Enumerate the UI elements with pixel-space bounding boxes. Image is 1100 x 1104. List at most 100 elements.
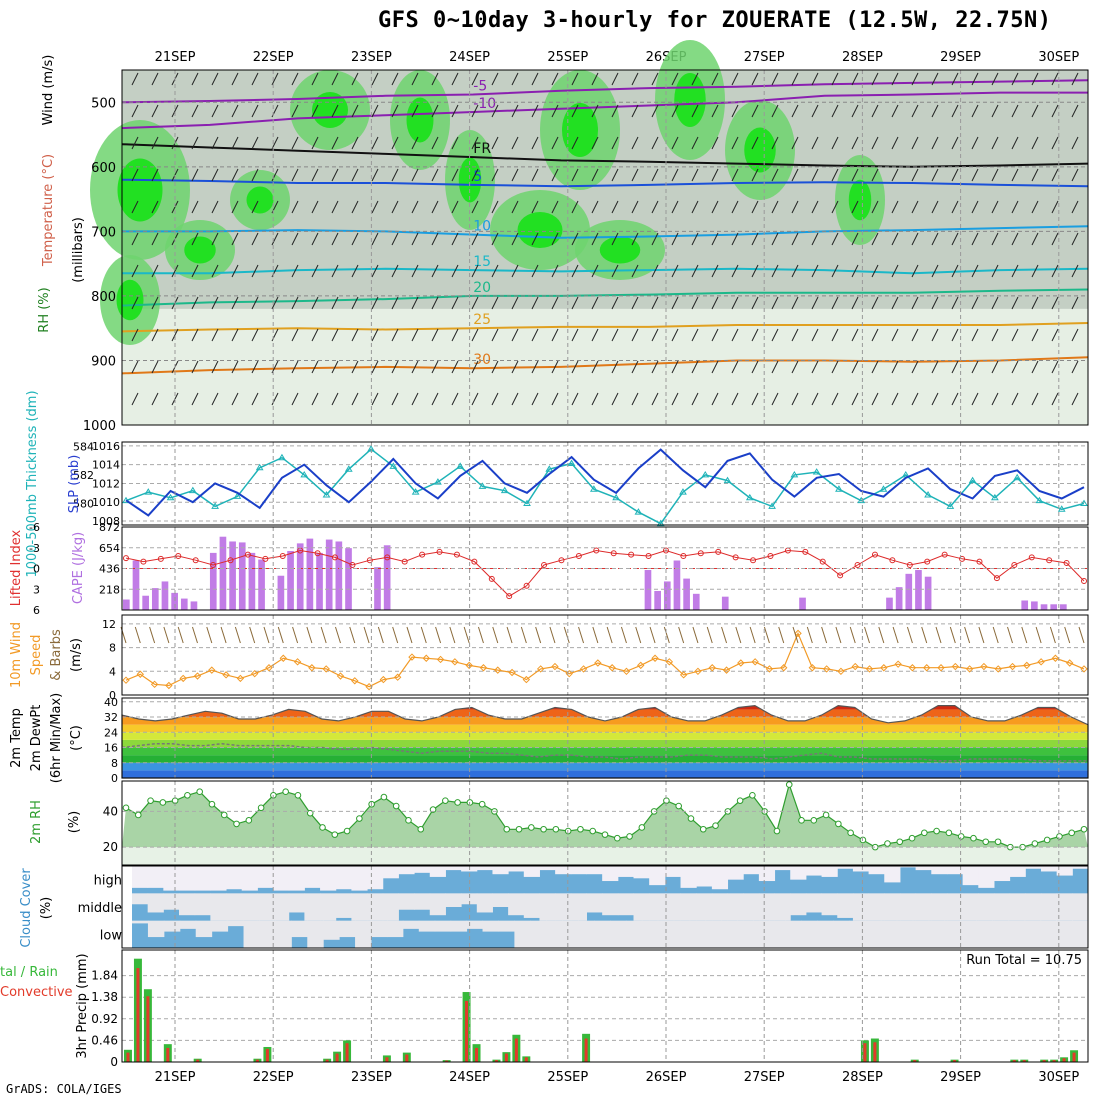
wind-barb [491,136,499,150]
lifted-index-point [854,562,861,569]
wind-barb [631,360,639,374]
cloud-clear-cell [492,866,509,875]
wind-barb [831,136,839,150]
cloud-clear-cell [852,893,870,921]
wind-barb [1051,264,1059,278]
lifted-index-point [210,562,217,569]
rh-tick: 20 [103,840,118,854]
lifted-index-point [697,550,704,557]
pressure-tick: 600 [91,161,116,176]
cloud-clear-cell [586,866,603,875]
rh-point [134,811,142,819]
wind-barb [491,360,499,374]
wind-barb-10m [935,626,942,644]
cloud-clear-cell [304,893,321,921]
cloud-clear-cell [210,893,227,921]
wind-barb [691,392,699,406]
cloud-clear-cell [523,866,540,877]
cloud-clear-cell [179,893,196,916]
lifted-index-point [837,572,844,579]
wind-barb [671,392,679,406]
rh-point [1068,829,1076,837]
rh-area [122,784,1088,848]
rh-very-high-area [116,279,144,321]
wind-barb-10m [134,626,141,644]
wind-barb [891,232,899,246]
wind-barb [451,200,459,214]
wind-barb [231,328,239,342]
wind-barb [1071,72,1079,86]
cloud-clear-cell [852,866,870,872]
thickness-point [523,499,531,507]
cloud-clear-cell [291,920,308,938]
wind-barb [211,72,219,86]
wind-barb-10m [392,626,399,644]
wind-barb [1071,104,1079,118]
wind-barb [451,136,459,150]
wind-barb [171,264,179,278]
cape-tick: 218 [99,583,120,596]
wind-barb [971,328,979,342]
wind-barb [331,296,339,310]
wind-barb-10m [578,626,585,644]
wind-barb [711,232,719,246]
wind-barb [471,360,479,374]
cloud-clear-cell [414,893,431,910]
lifted-index-point [471,558,478,565]
cloud-clear-cell [523,893,540,918]
wind-barb [331,328,339,342]
precip-convective-bar [345,1043,349,1062]
wind-barb-10m [792,626,799,644]
wind-barb [811,104,819,118]
wind-barb [611,296,619,310]
date-tick-bottom: 30SEP [1038,1070,1079,1085]
wind-barb [371,72,379,86]
wind-barb [351,232,359,246]
wind-barb [231,360,239,374]
lifted-index-point [732,554,739,561]
wind-barb [471,264,479,278]
wind-barb [731,104,739,118]
wind-barb [1031,104,1039,118]
wind-barb [711,360,719,374]
wind-barb-10m [220,626,227,644]
wind-speed-point [222,671,230,679]
cape-bar [277,575,285,610]
rh-point [294,791,302,799]
cloud-clear-cell [617,866,635,877]
wind-barb [1031,72,1039,86]
wind-barb [611,232,619,246]
wind-barb-10m [649,626,656,644]
rh-very-high-area [674,73,706,127]
cape-bar [721,596,729,610]
wind-barb [951,136,959,150]
cloud-clear-cell [476,866,493,871]
temp-tick: 8 [111,757,118,770]
cloud-clear-cell [445,893,462,907]
cloud-clear-cell [993,866,1011,882]
wind-barb-10m [821,626,828,644]
wind-barb [991,168,999,182]
cloud-clear-cell [275,920,292,948]
wind-barb [311,168,319,182]
wind-barb [151,264,159,278]
cloud-clear-cell [1072,893,1089,921]
wind-barb [931,200,939,214]
cape-bar [924,576,932,610]
wind-frame [121,614,1089,696]
wind-barb [191,168,199,182]
lifted-index-tick: -6 [29,521,40,534]
wind-barb [311,104,319,118]
wind-barb [731,232,739,246]
wind-speed-point [122,676,130,684]
thickness-point [679,488,687,495]
cloud-clear-cell [418,920,436,932]
wind-barb [291,168,299,182]
wind-barb [531,296,539,310]
wind-barb [551,136,559,150]
wind-speed-point [908,664,917,672]
wind-barb [891,72,899,86]
cloud-clear-cell [257,893,274,921]
temp-band [122,705,1088,710]
lifted-index-point [262,555,269,562]
